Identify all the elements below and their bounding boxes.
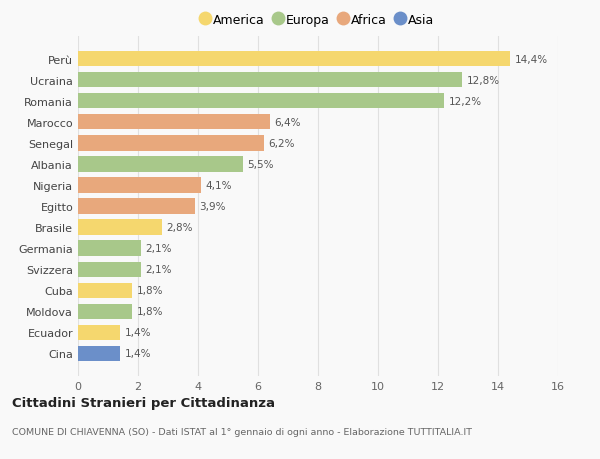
Bar <box>78 325 120 340</box>
Text: 1,8%: 1,8% <box>137 285 163 296</box>
Bar <box>78 199 195 214</box>
Bar <box>78 52 510 67</box>
Text: 1,4%: 1,4% <box>125 348 151 358</box>
Bar <box>78 262 141 277</box>
Legend: America, Europa, Africa, Asia: America, Europa, Africa, Asia <box>197 9 439 32</box>
Bar <box>78 73 462 88</box>
Text: 2,8%: 2,8% <box>167 223 193 233</box>
Text: 6,2%: 6,2% <box>269 139 295 149</box>
Bar <box>78 115 270 130</box>
Bar <box>78 304 132 319</box>
Bar <box>78 220 162 235</box>
Text: 12,2%: 12,2% <box>449 97 482 106</box>
Bar <box>78 157 243 172</box>
Text: 6,4%: 6,4% <box>275 118 301 128</box>
Bar <box>78 178 201 193</box>
Text: 2,1%: 2,1% <box>146 264 172 274</box>
Bar <box>78 136 264 151</box>
Text: 12,8%: 12,8% <box>467 76 500 86</box>
Text: 3,9%: 3,9% <box>199 202 226 212</box>
Text: Cittadini Stranieri per Cittadinanza: Cittadini Stranieri per Cittadinanza <box>12 396 275 409</box>
Text: 2,1%: 2,1% <box>146 244 172 253</box>
Text: 1,4%: 1,4% <box>125 327 151 337</box>
Text: 5,5%: 5,5% <box>248 160 274 169</box>
Bar <box>78 94 444 109</box>
Bar <box>78 241 141 256</box>
Bar <box>78 283 132 298</box>
Text: 1,8%: 1,8% <box>137 307 163 316</box>
Text: 14,4%: 14,4% <box>515 55 548 65</box>
Text: 4,1%: 4,1% <box>205 180 232 190</box>
Text: COMUNE DI CHIAVENNA (SO) - Dati ISTAT al 1° gennaio di ogni anno - Elaborazione : COMUNE DI CHIAVENNA (SO) - Dati ISTAT al… <box>12 427 472 436</box>
Bar <box>78 346 120 361</box>
